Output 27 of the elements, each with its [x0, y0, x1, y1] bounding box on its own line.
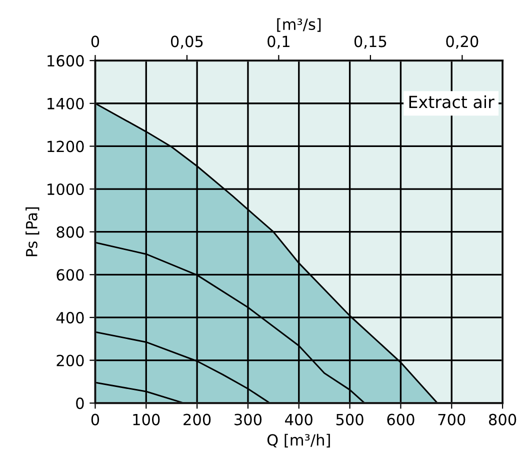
y-tick-label: 1000: [48, 183, 84, 196]
x2-axis-title: [m³/s]: [277, 18, 321, 32]
x-tick-label: 200: [184, 414, 211, 426]
x-tick-label: 300: [234, 414, 262, 426]
y-tick-label: 1200: [48, 140, 84, 152]
y-axis-title: Ps [Pa]: [26, 207, 40, 256]
x-axis-title: Q [m³/h]: [267, 434, 330, 448]
x2-tick-label: 0,05: [170, 36, 203, 49]
x2-tick-label: 0: [91, 36, 100, 48]
x2-tick-label: 0,20: [446, 36, 478, 49]
y-tick-label: 1600: [48, 55, 84, 67]
x2-tick-label: 0,1: [268, 36, 290, 49]
x-tick-label: 0: [91, 414, 100, 426]
x-tick-label: 700: [438, 414, 466, 426]
y-tick-label: 800: [56, 226, 84, 238]
x2-tick-label: 0,15: [354, 36, 386, 49]
y-tick-label: 400: [56, 312, 84, 324]
annotation: Extract air: [409, 95, 494, 108]
y-tick-label: 200: [56, 354, 84, 366]
x-tick-label: 600: [387, 414, 414, 426]
x-tick-label: 800: [489, 414, 516, 426]
y-tick-label: 0: [76, 398, 84, 410]
y-tick-label: 600: [56, 269, 84, 281]
x-tick-label: 400: [285, 414, 312, 426]
x-tick-label: 100: [133, 414, 160, 426]
x-tick-label: 500: [336, 414, 364, 426]
y-tick-label: 1400: [48, 98, 84, 110]
